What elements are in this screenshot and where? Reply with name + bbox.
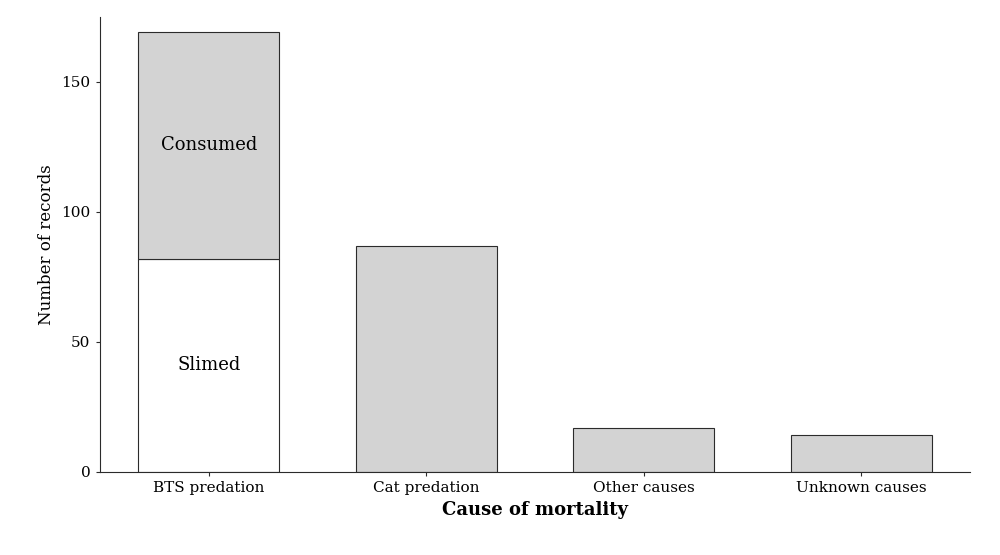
Bar [573, 427, 714, 472]
Text: Slimed: Slimed [177, 356, 240, 374]
Bar [356, 245, 497, 472]
X-axis label: Cause of mortality: Cause of mortality [442, 501, 628, 519]
Bar [138, 259, 279, 472]
Text: Consumed: Consumed [161, 137, 257, 154]
Bar [138, 32, 279, 259]
Bar [791, 435, 932, 472]
Y-axis label: Number of records: Number of records [38, 164, 55, 325]
